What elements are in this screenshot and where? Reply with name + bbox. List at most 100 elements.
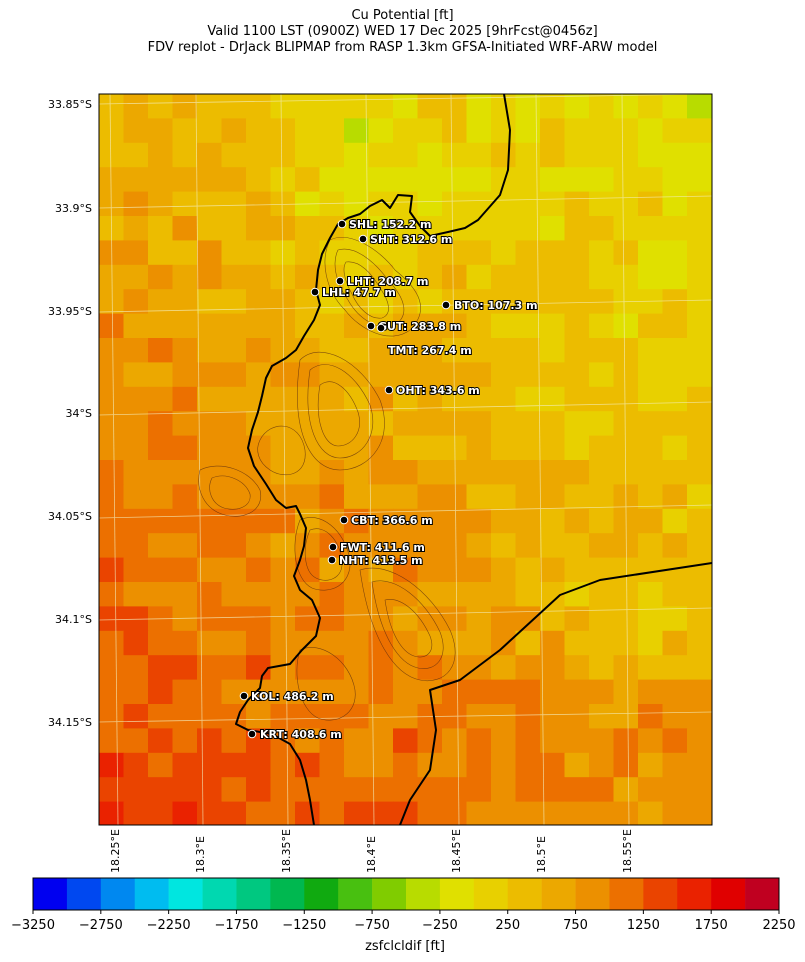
raster-cell <box>662 142 688 168</box>
raster-cell <box>515 557 541 583</box>
raster-cell <box>417 264 443 290</box>
station-dot[interactable] <box>441 300 451 310</box>
station-dot[interactable] <box>339 515 349 525</box>
raster-cell <box>197 191 223 217</box>
raster-cell <box>491 630 517 656</box>
raster-cell <box>638 484 664 510</box>
colorbar-swatch <box>270 878 305 910</box>
raster-cell <box>368 460 394 485</box>
raster-cell <box>197 264 223 290</box>
raster-cell <box>148 289 174 315</box>
raster-cell <box>442 606 468 632</box>
raster-cell <box>442 142 468 168</box>
raster-cell <box>123 289 149 315</box>
raster-cell <box>393 411 419 437</box>
station-dot[interactable] <box>337 219 347 229</box>
raster-cell <box>540 264 566 290</box>
raster-cell <box>368 704 394 729</box>
raster-cell <box>344 582 370 607</box>
colorbar-tick-label: −250 <box>422 918 458 933</box>
station-dot[interactable] <box>327 555 337 565</box>
colorbar-tick-label: −750 <box>354 918 390 933</box>
station-markers: SHL: 152.2 m SHT: 312.6 m LHT: 208.7 mLHL:… <box>239 217 539 742</box>
raster-cell <box>344 484 370 510</box>
raster-cell <box>515 264 541 290</box>
raster-cell <box>687 191 712 217</box>
raster-cell <box>270 582 296 607</box>
colorbar-swatch <box>473 878 509 910</box>
raster-cell <box>589 533 615 559</box>
raster-cell <box>662 264 688 290</box>
raster-cell <box>197 655 223 681</box>
raster-cell <box>393 679 419 705</box>
raster-cell <box>319 411 345 437</box>
station-label: GUT: 283.8 m <box>378 320 461 333</box>
raster-cell <box>589 167 615 193</box>
raster-cell <box>540 313 566 339</box>
raster-cell <box>148 557 174 583</box>
raster-cell <box>99 460 125 485</box>
raster-cell <box>393 216 419 241</box>
raster-cell <box>270 94 296 119</box>
colorbar-tick-label: 1750 <box>695 918 728 933</box>
station-dot[interactable] <box>384 385 394 395</box>
colorbar-swatch <box>711 878 746 910</box>
raster-cell <box>393 582 419 607</box>
colorbar-tick-label: 2250 <box>762 918 795 933</box>
raster-cell <box>295 801 321 825</box>
raster-cell <box>613 777 639 803</box>
raster-cell <box>417 801 443 825</box>
raster-cell <box>613 728 639 754</box>
colorbar-tick-label: −1250 <box>282 918 326 933</box>
raster-cell <box>638 386 664 412</box>
raster-cell <box>687 313 712 339</box>
raster-cell <box>393 752 419 778</box>
colorbar-tick-label: −2750 <box>79 918 123 933</box>
station-dot[interactable] <box>328 542 338 552</box>
raster-cell <box>466 704 492 729</box>
station-dot[interactable] <box>376 323 386 333</box>
raster-cell <box>711 435 712 461</box>
raster-cell <box>466 289 492 315</box>
raster-cell <box>589 313 615 339</box>
raster-cell <box>123 484 149 510</box>
station-dot[interactable] <box>335 276 345 286</box>
raster-cell <box>711 508 712 534</box>
station-dot[interactable] <box>366 321 376 331</box>
raster-cell <box>344 167 370 193</box>
raster-cell <box>393 508 419 534</box>
raster-cell <box>123 118 149 144</box>
raster-cell <box>197 460 223 485</box>
latitude-label: 33.95°S <box>48 305 92 318</box>
raster-cell <box>172 630 198 656</box>
raster-cell <box>295 484 321 510</box>
colorbar-swatch <box>406 878 441 910</box>
raster-cell <box>368 777 394 803</box>
raster-cell <box>491 362 517 388</box>
station-dot[interactable] <box>358 234 368 244</box>
raster-cell <box>564 362 590 388</box>
raster-cell <box>515 94 541 119</box>
station-label: TMT: 267.4 m <box>388 344 472 357</box>
longitude-label: 18.35°E <box>280 829 293 873</box>
raster-cell <box>442 752 468 778</box>
raster-cell <box>197 386 223 412</box>
colorbar-swatch <box>168 878 203 910</box>
raster-cell <box>589 240 615 266</box>
latitude-label: 34.1°S <box>55 613 92 626</box>
raster-cell <box>662 362 688 388</box>
raster-cell <box>368 752 394 778</box>
raster-cell <box>172 118 198 144</box>
station-dot[interactable] <box>239 691 249 701</box>
raster-cell <box>662 191 688 217</box>
station-dot[interactable] <box>247 729 257 739</box>
raster-cell <box>246 411 272 437</box>
raster-cell <box>711 216 712 241</box>
raster-cell <box>687 557 712 583</box>
raster-cell <box>123 557 149 583</box>
raster-cell <box>687 142 712 168</box>
station-dot[interactable] <box>310 287 320 297</box>
raster-cell <box>589 508 615 534</box>
raster-cell <box>344 801 370 825</box>
raster-cell <box>564 728 590 754</box>
